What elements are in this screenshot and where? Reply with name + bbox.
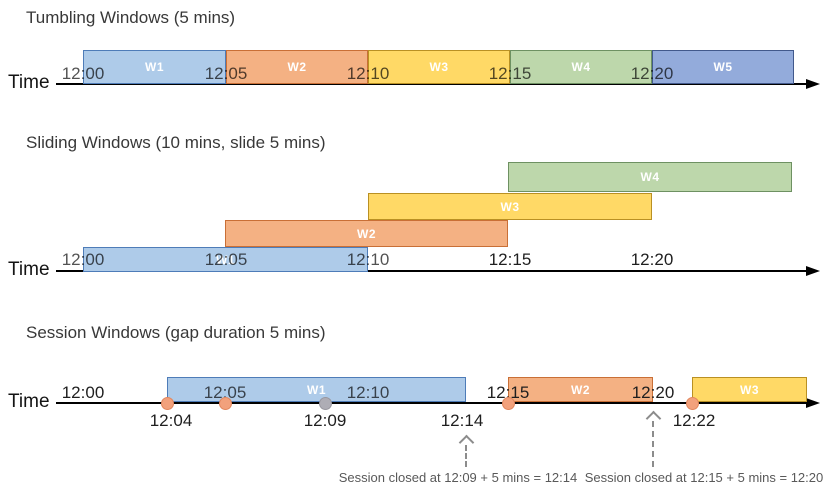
window-label: W3 [429, 60, 449, 74]
window-w5: W5 [652, 50, 794, 84]
tick-label: 12:05 [204, 64, 248, 83]
timeline-axis [56, 402, 806, 404]
window-w3: W3 [692, 377, 807, 402]
window-label: W2 [287, 60, 307, 74]
window-w1: W1 [83, 247, 368, 272]
session-close-annotation: Session closed at 12:15 + 5 mins = 12:20 [584, 470, 824, 485]
tick-label: 12:00 [61, 250, 105, 269]
diagram-title: Session Windows (gap duration 5 mins) [26, 323, 326, 342]
window-label: W1 [145, 60, 164, 74]
diagram-title: Sliding Windows (10 mins, slide 5 mins) [26, 133, 326, 152]
event-time-label: 12:14 [440, 411, 484, 430]
time-axis-label: Time [8, 72, 50, 93]
window-label: W4 [640, 170, 660, 184]
axis-arrowhead-icon [806, 398, 820, 408]
window-label: W5 [713, 60, 733, 74]
axis-arrowhead-icon [806, 266, 820, 276]
event-time-label: 12:04 [149, 411, 193, 430]
tick-label: 12:10 [346, 250, 390, 269]
dashed-arrow-line [652, 421, 654, 467]
tick-label: 12:00 [61, 64, 105, 83]
time-axis-label: Time [8, 259, 50, 280]
event-dot [319, 397, 332, 410]
window-label: W1 [307, 382, 326, 397]
tick-label: 12:20 [630, 250, 674, 269]
window-w1: W1 [167, 377, 466, 402]
tick-label: 12:05 [204, 250, 248, 269]
window-label: W4 [571, 60, 591, 74]
event-time-label: 12:09 [303, 411, 347, 430]
window-w2: W2 [226, 50, 368, 84]
window-w3: W3 [368, 50, 510, 84]
window-w4: W4 [508, 162, 792, 192]
tick-label: 12:15 [488, 250, 532, 269]
window-w1: W1 [83, 50, 226, 84]
timeline-axis [56, 270, 806, 272]
tick-label: 12:15 [488, 64, 532, 83]
event-time-label: 12:22 [672, 411, 716, 430]
window-label: W2 [571, 382, 590, 397]
tick-label: 12:15 [486, 383, 530, 402]
dashed-arrow-line [465, 445, 467, 467]
window-label: W1 [216, 252, 235, 267]
tick-label: 12:10 [346, 64, 390, 83]
event-dot [502, 397, 515, 410]
window-label: W2 [357, 226, 376, 241]
tick-label: 12:05 [203, 383, 247, 402]
session-close-annotation: Session closed at 12:09 + 5 mins = 12:14 [338, 470, 578, 485]
tick-label: 12:00 [61, 383, 105, 402]
timeline-axis [56, 83, 806, 85]
tick-label: 12:10 [346, 383, 390, 402]
window-w3: W3 [368, 193, 652, 220]
event-dot [686, 397, 699, 410]
event-dot [161, 397, 174, 410]
window-w4: W4 [510, 50, 652, 84]
window-w2: W2 [508, 377, 653, 402]
window-w2: W2 [225, 220, 508, 247]
time-axis-label: Time [8, 391, 50, 412]
window-label: W3 [500, 199, 520, 214]
tick-label: 12:20 [630, 64, 674, 83]
diagram-title: Tumbling Windows (5 mins) [26, 8, 236, 27]
event-dot [219, 397, 232, 410]
tick-label: 12:20 [631, 383, 675, 402]
window-label: W3 [740, 382, 759, 397]
axis-arrowhead-icon [806, 79, 820, 89]
